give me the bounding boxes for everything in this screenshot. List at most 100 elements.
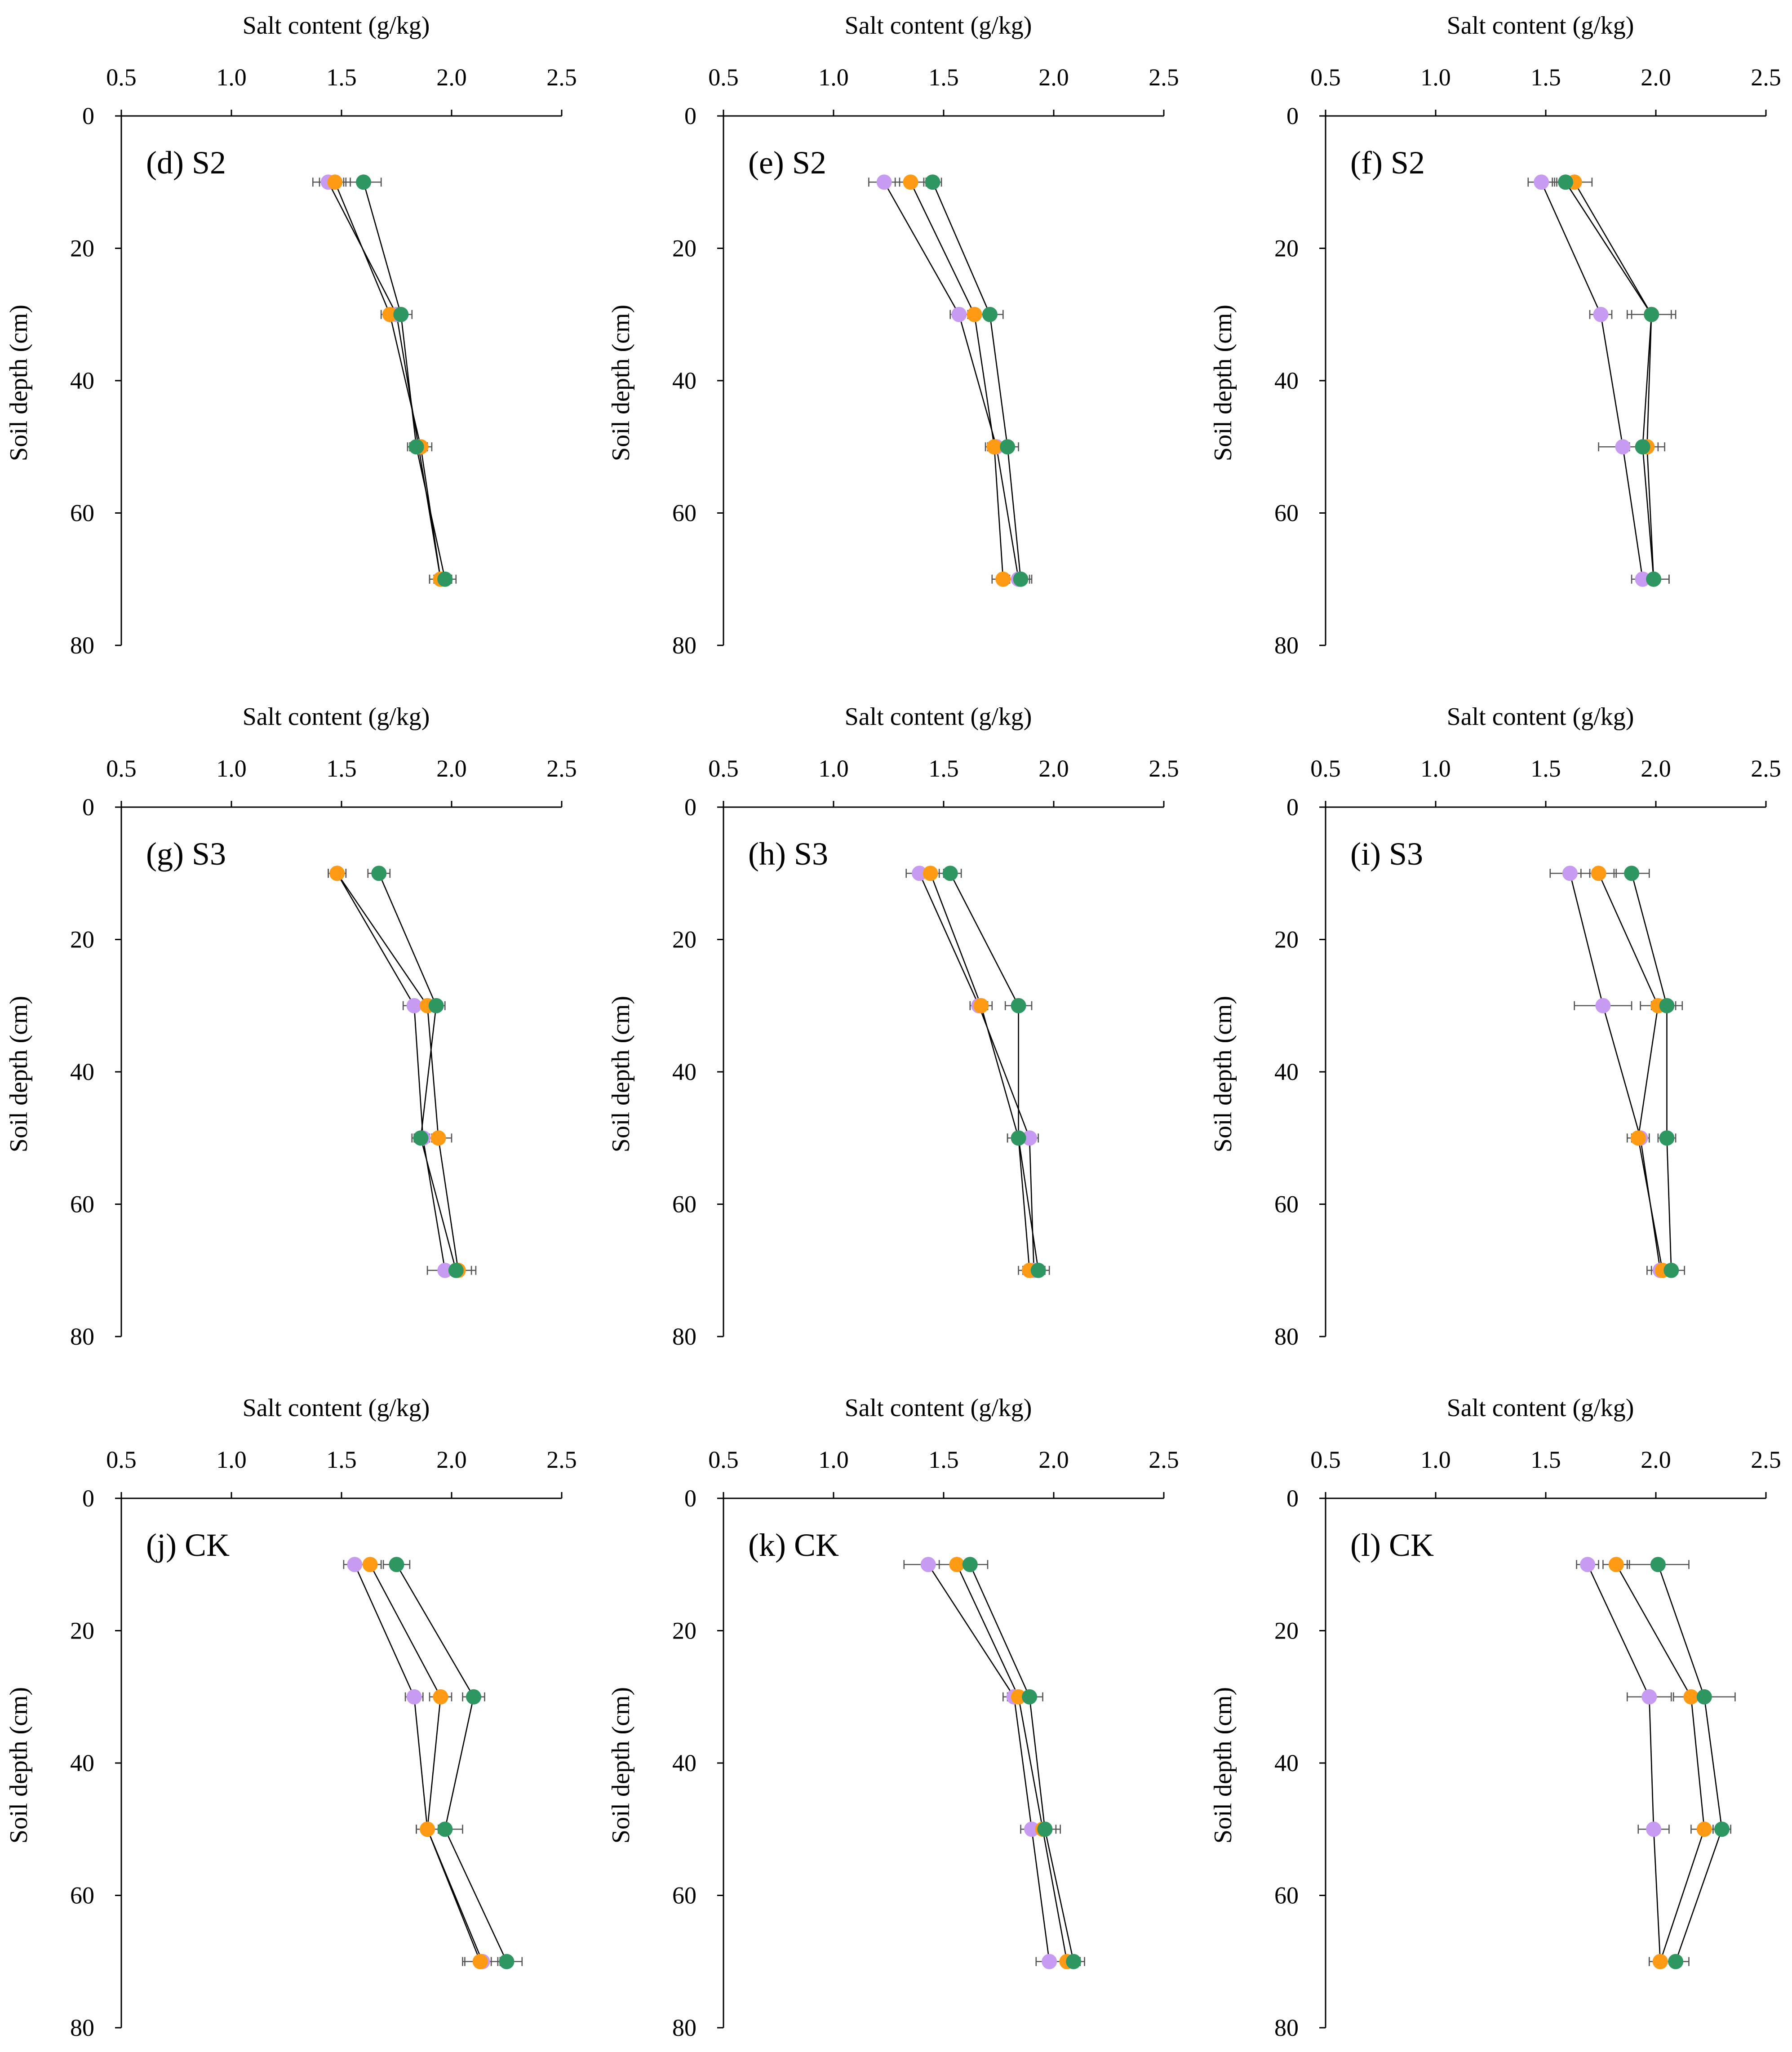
y-axis-title: Soil depth (cm) (5, 305, 33, 461)
y-tick-label: 40 (672, 1750, 696, 1777)
data-point-purple (1580, 1557, 1596, 1572)
y-tick-label: 20 (1274, 235, 1299, 262)
data-point-purple (912, 866, 927, 881)
series-line-purple (1541, 182, 1643, 579)
series-line-orange (1615, 1564, 1705, 1962)
x-axis-title: Salt content (g/kg) (1447, 703, 1634, 731)
x-tick-label: 2.5 (1149, 755, 1179, 782)
x-tick-label: 1.0 (216, 755, 247, 782)
series-line-purple (918, 873, 1035, 1270)
y-tick-label: 20 (672, 1617, 696, 1644)
data-point-orange (949, 1557, 965, 1572)
series-line-green (378, 873, 457, 1271)
data-point-green (1011, 998, 1026, 1013)
y-tick-label: 20 (70, 235, 94, 262)
x-tick-label: 2.5 (1149, 64, 1179, 91)
data-point-green (1650, 1557, 1666, 1572)
series-orange (1556, 178, 1677, 584)
series-purple (868, 178, 1030, 584)
data-point-purple (1562, 866, 1578, 881)
x-tick-label: 2.0 (436, 64, 467, 91)
data-point-orange (1011, 1689, 1026, 1705)
data-point-green (1066, 1954, 1082, 1969)
series-orange (328, 869, 477, 1275)
series-line-orange (1574, 182, 1654, 579)
data-point-orange (1608, 1557, 1624, 1572)
series-orange (894, 178, 1015, 584)
panel-h: 0.5 1.0 1.5 2.0 2.5 0 20 40 60 80 Salt content (g/… (607, 703, 1179, 1350)
data-point-green (1663, 1262, 1679, 1278)
data-point-green (1668, 1954, 1684, 1969)
x-tick-label: 2.0 (1038, 64, 1069, 91)
data-point-purple (1595, 998, 1611, 1013)
y-tick-label: 0 (684, 102, 696, 129)
x-tick-label: 2.5 (546, 64, 577, 91)
x-tick-label: 2.0 (1038, 1446, 1069, 1473)
series-purple (1549, 869, 1674, 1275)
panel-k: 0.5 1.0 1.5 2.0 2.5 0 20 40 60 80 Salt content (g/… (607, 1394, 1179, 2041)
series-purple (1527, 178, 1654, 584)
data-point-green (393, 306, 409, 322)
y-axis-title: Soil depth (cm) (1209, 305, 1237, 461)
data-point-green (389, 1557, 404, 1572)
data-point-purple (876, 174, 892, 190)
series-line-green (363, 182, 446, 580)
x-tick-label: 0.5 (1310, 755, 1341, 782)
x-tick-label: 1.0 (818, 64, 849, 91)
series-line-orange (910, 182, 1004, 579)
data-point-green (466, 1689, 481, 1705)
panel-label: (h) S3 (748, 836, 828, 872)
y-tick-label: 40 (1274, 367, 1299, 394)
x-tick-label: 1.5 (1530, 64, 1561, 91)
series-line-purple (1569, 873, 1661, 1270)
series-orange (1580, 869, 1677, 1275)
x-tick-label: 1.5 (326, 1446, 357, 1473)
y-tick-label: 60 (672, 500, 696, 527)
data-point-orange (1630, 1130, 1646, 1146)
x-tick-label: 1.0 (818, 755, 849, 782)
y-tick-label: 80 (672, 1323, 696, 1350)
series-green (938, 869, 1050, 1275)
data-point-orange (973, 998, 989, 1013)
y-tick-label: 0 (82, 102, 94, 129)
x-tick-label: 0.5 (1310, 1446, 1341, 1473)
data-point-purple (347, 1557, 363, 1572)
panel-e: 0.5 1.0 1.5 2.0 2.5 0 20 40 60 80 Salt content (g/… (607, 12, 1179, 659)
panel-label: (l) CK (1350, 1527, 1434, 1563)
panel-f: 0.5 1.0 1.5 2.0 2.5 0 20 40 60 80 Salt content (g/… (1209, 12, 1781, 659)
series-line-purple (883, 182, 1019, 579)
x-tick-label: 2.0 (436, 755, 467, 782)
y-tick-label: 60 (1274, 1191, 1299, 1218)
series-line-orange (930, 873, 1030, 1270)
series-line-orange (369, 1564, 481, 1962)
x-axis-title: Salt content (g/kg) (845, 12, 1032, 40)
y-tick-label: 80 (672, 632, 696, 659)
x-tick-label: 0.5 (708, 64, 739, 91)
series-orange (319, 178, 452, 584)
data-point-orange (420, 1821, 435, 1837)
x-tick-label: 1.0 (1420, 1446, 1451, 1473)
panel-label: (k) CK (748, 1527, 839, 1563)
y-tick-label: 60 (1274, 1882, 1299, 1909)
data-point-green (1558, 174, 1574, 190)
data-point-orange (1652, 1954, 1668, 1969)
data-point-green (499, 1954, 515, 1969)
data-point-green (1696, 1689, 1712, 1705)
panel-d: 0.5 1.0 1.5 2.0 2.5 0 20 40 60 80 Salt content (g/… (5, 12, 577, 659)
x-tick-label: 1.5 (928, 64, 959, 91)
series-line-orange (956, 1564, 1068, 1962)
data-point-orange (1696, 1821, 1712, 1837)
y-tick-label: 0 (684, 1485, 696, 1512)
series-line-green (1565, 182, 1654, 579)
series-line-green (969, 1564, 1074, 1962)
x-tick-label: 2.5 (1751, 755, 1781, 782)
data-point-green (925, 174, 940, 190)
y-tick-label: 0 (684, 794, 696, 821)
x-tick-label: 0.5 (106, 1446, 137, 1473)
x-axis-title: Salt content (g/kg) (1447, 12, 1634, 40)
x-tick-label: 1.5 (928, 755, 959, 782)
series-line-orange (334, 182, 441, 579)
y-tick-label: 40 (70, 367, 94, 394)
x-axis-title: Salt content (g/kg) (845, 703, 1032, 731)
data-point-green (1011, 1130, 1026, 1146)
